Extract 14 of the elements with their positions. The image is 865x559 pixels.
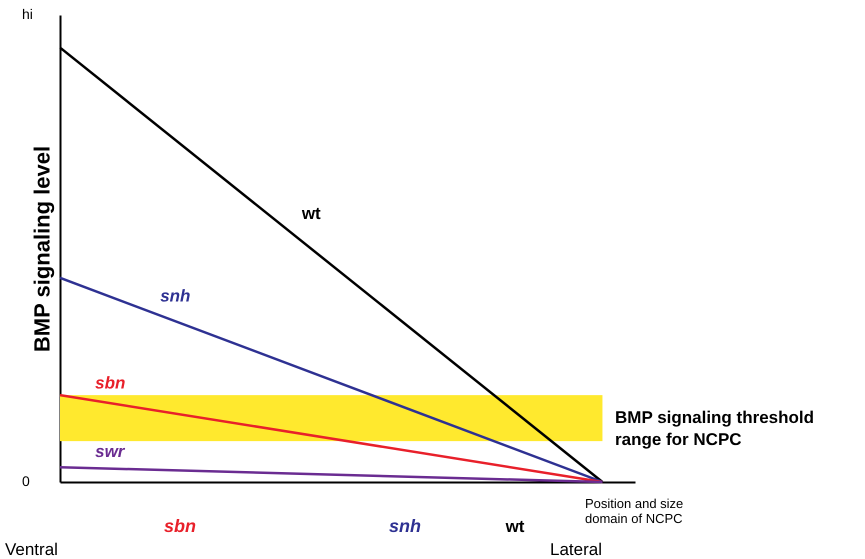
band-label: BMP signaling threshold range for NCPC: [615, 408, 814, 450]
text: wt: [504, 517, 525, 536]
text: Position and size domain of NCPC: [585, 496, 684, 526]
text: Ventral: [5, 540, 58, 559]
series-label: sbn: [95, 373, 126, 392]
text: sbn: [164, 516, 196, 536]
text: snh: [388, 516, 422, 536]
annotation: 0: [22, 473, 30, 489]
series-label: snh: [160, 286, 190, 306]
text: hi: [22, 6, 33, 22]
series-label: wt: [300, 204, 322, 224]
series-label: swr: [95, 442, 126, 461]
text: Lateral: [550, 540, 602, 559]
y-axis-title: BMP signaling level: [30, 146, 54, 352]
